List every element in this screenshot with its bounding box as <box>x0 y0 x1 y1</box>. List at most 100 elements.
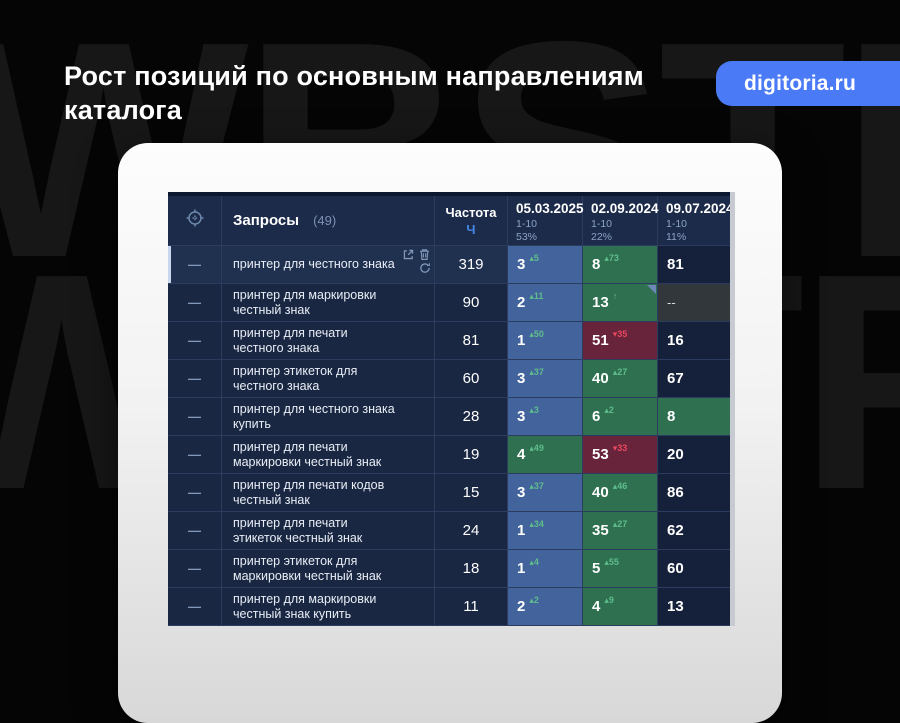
position-value: 1 <box>517 560 526 577</box>
position-value: 20 <box>667 446 684 463</box>
column-header-date-2[interactable]: 02.09.2024 1-10 22% <box>583 196 659 246</box>
table-row[interactable]: — принтер для маркировки честный знак куп… <box>168 588 735 626</box>
query-cell[interactable]: принтер для печати честного знака <box>222 322 435 360</box>
position-delta: ▴37 <box>529 481 544 491</box>
row-drag-handle[interactable]: — <box>168 322 222 360</box>
position-delta: ▴55 <box>604 557 619 567</box>
range-label: 1-10 <box>666 218 688 230</box>
table-row[interactable]: — принтер этикеток для маркировки честный… <box>168 550 735 588</box>
position-cell: 13 <box>658 588 735 626</box>
position-cell: -- <box>658 284 735 322</box>
percent-label: 22% <box>591 231 613 244</box>
position-value: 13 <box>592 294 609 311</box>
column-header-date-3[interactable]: 09.07.2024 1-10 11% <box>658 196 735 246</box>
row-drag-handle[interactable]: — <box>168 512 222 550</box>
table-row[interactable]: — принтер для печати маркировки честный з… <box>168 436 735 474</box>
table-row[interactable]: — принтер для печати кодов честный знак 15… <box>168 474 735 512</box>
position-value: 4 <box>592 598 601 615</box>
position-cell: 13 ↑ <box>583 284 658 322</box>
table-row[interactable]: — принтер для честного знака 319 3 ▴5 8 ▴73 81 <box>168 246 735 284</box>
query-cell[interactable]: принтер для честного знака купить <box>222 398 435 436</box>
row-drag-handle[interactable]: — <box>168 398 222 436</box>
external-link-icon[interactable] <box>402 248 415 261</box>
query-cell[interactable]: принтер этикеток для маркировки честный … <box>222 550 435 588</box>
query-text: принтер для печати маркировки честный зн… <box>233 439 382 469</box>
target-icon <box>185 208 205 233</box>
date-label: 05.03.2025 <box>516 201 584 216</box>
row-drag-handle[interactable]: — <box>168 436 222 474</box>
table-row[interactable]: — принтер для печати честного знака 81 1 ▴50… <box>168 322 735 360</box>
position-delta: ▴2 <box>604 405 614 415</box>
position-value: 1 <box>517 522 526 539</box>
table-scrollbar[interactable] <box>730 192 735 626</box>
position-cell: 81 <box>658 246 735 284</box>
query-cell[interactable]: принтер для честного знака <box>222 246 435 284</box>
query-text: принтер для печати честного знака <box>233 325 348 355</box>
frequency-column-header[interactable]: Частота Ч <box>435 196 508 246</box>
site-badge[interactable]: digitoria.ru <box>716 61 900 106</box>
position-delta: ▴34 <box>529 519 544 529</box>
position-value: 2 <box>517 294 526 311</box>
refresh-icon[interactable] <box>419 262 431 274</box>
position-cell: 40 ▴27 <box>583 360 658 398</box>
position-cell: 51 ▾35 <box>583 322 658 360</box>
position-value: 2 <box>517 598 526 615</box>
query-text: принтер для честного знака купить <box>233 401 395 431</box>
frequency-label: Частота <box>445 204 497 220</box>
position-delta: ▴50 <box>529 329 544 339</box>
position-cell: 1 ▴50 <box>508 322 583 360</box>
table-top-strip <box>168 192 735 196</box>
query-cell[interactable]: принтер для печати маркировки честный зн… <box>222 436 435 474</box>
row-drag-handle[interactable]: — <box>168 284 222 322</box>
frequency-value: 81 <box>435 322 508 360</box>
row-drag-handle[interactable]: — <box>168 360 222 398</box>
position-cell: 60 <box>658 550 735 588</box>
row-drag-handle[interactable]: — <box>168 474 222 512</box>
query-cell[interactable]: принтер этикеток для честного знака <box>222 360 435 398</box>
site-badge-label: digitoria.ru <box>744 71 857 95</box>
table-row[interactable]: — принтер этикеток для честного знака 60 3 ▴… <box>168 360 735 398</box>
position-value: 5 <box>592 560 601 577</box>
position-value: 3 <box>517 484 526 501</box>
position-cell: 20 <box>658 436 735 474</box>
position-cell: 2 ▴11 <box>508 284 583 322</box>
column-header-date-1[interactable]: 05.03.2025 1-10 53% <box>508 196 584 246</box>
position-value: 3 <box>517 408 526 425</box>
queries-label: Запросы <box>233 212 300 229</box>
row-drag-handle[interactable]: — <box>168 588 222 626</box>
query-cell[interactable]: принтер для маркировки честный знак купи… <box>222 588 435 626</box>
table-row[interactable]: — принтер для честного знака купить 28 3 ▴3 6… <box>168 398 735 436</box>
position-value: 3 <box>517 256 526 273</box>
position-value: 8 <box>667 408 676 425</box>
query-cell[interactable]: принтер для печати кодов честный знак <box>222 474 435 512</box>
query-cell[interactable]: принтер для печати этикеток честный знак <box>222 512 435 550</box>
row-drag-handle[interactable]: — <box>168 550 222 588</box>
position-cell: 3 ▴37 <box>508 360 583 398</box>
frequency-value: 18 <box>435 550 508 588</box>
position-value: 1 <box>517 332 526 349</box>
table-row[interactable]: — принтер для печати этикеток честный зна… <box>168 512 735 550</box>
target-header-cell[interactable] <box>168 196 222 246</box>
position-value: 86 <box>667 484 684 501</box>
position-cell: 4 ▴9 <box>583 588 658 626</box>
frequency-sub-label: Ч <box>466 221 476 237</box>
position-value: 51 <box>592 332 609 349</box>
trash-icon[interactable] <box>418 248 431 261</box>
position-cell: 3 ▴5 <box>508 246 583 284</box>
position-cell: 4 ▴49 <box>508 436 583 474</box>
position-value: -- <box>667 295 676 310</box>
position-delta: ▴11 <box>529 291 544 301</box>
position-delta: ▴9 <box>604 595 614 605</box>
position-cell: 16 <box>658 322 735 360</box>
position-value: 6 <box>592 408 601 425</box>
queries-count: (49) <box>313 213 337 228</box>
query-cell[interactable]: принтер для маркировки честный знак <box>222 284 435 322</box>
position-value: 35 <box>592 522 609 539</box>
position-value: 53 <box>592 446 609 463</box>
table-row[interactable]: — принтер для маркировки честный знак 90 2 ▴… <box>168 284 735 322</box>
table-body: — принтер для честного знака 319 3 ▴5 8 ▴73 81—… <box>168 246 735 626</box>
table-header-row: Запросы (49) Частота Ч 05.03.2025 1-10 5… <box>168 196 735 246</box>
row-drag-handle[interactable]: — <box>168 246 222 284</box>
position-delta: ▴3 <box>529 405 539 415</box>
position-value: 13 <box>667 598 684 615</box>
